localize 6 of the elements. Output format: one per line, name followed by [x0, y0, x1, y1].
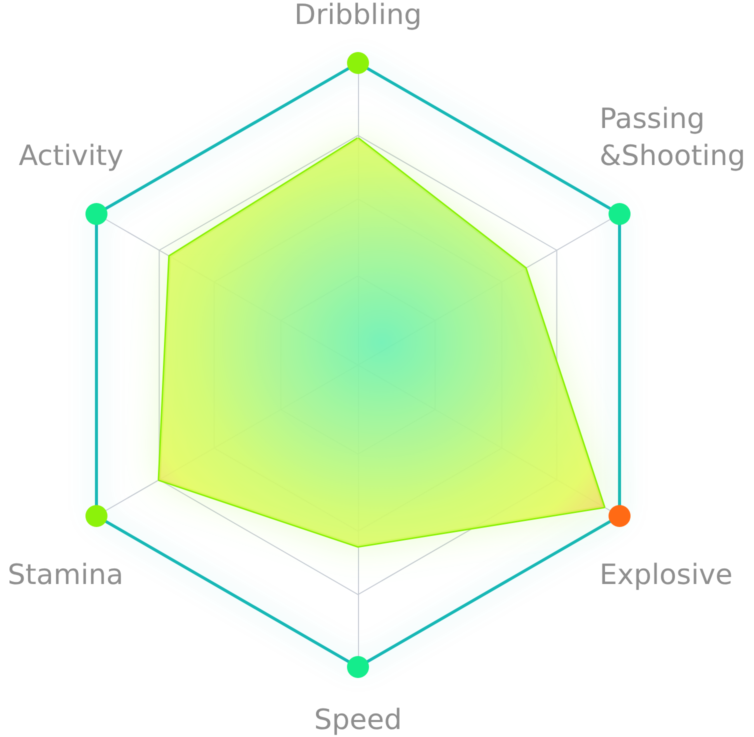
spoke-label: Speed	[314, 703, 402, 736]
spoke-label: Dribbling	[294, 0, 422, 31]
spoke-label: Passing &Shooting	[600, 102, 746, 172]
spoke-label: Stamina	[8, 558, 124, 591]
spoke-label: Activity	[18, 139, 124, 172]
spoke-label: Explosive	[600, 558, 733, 591]
